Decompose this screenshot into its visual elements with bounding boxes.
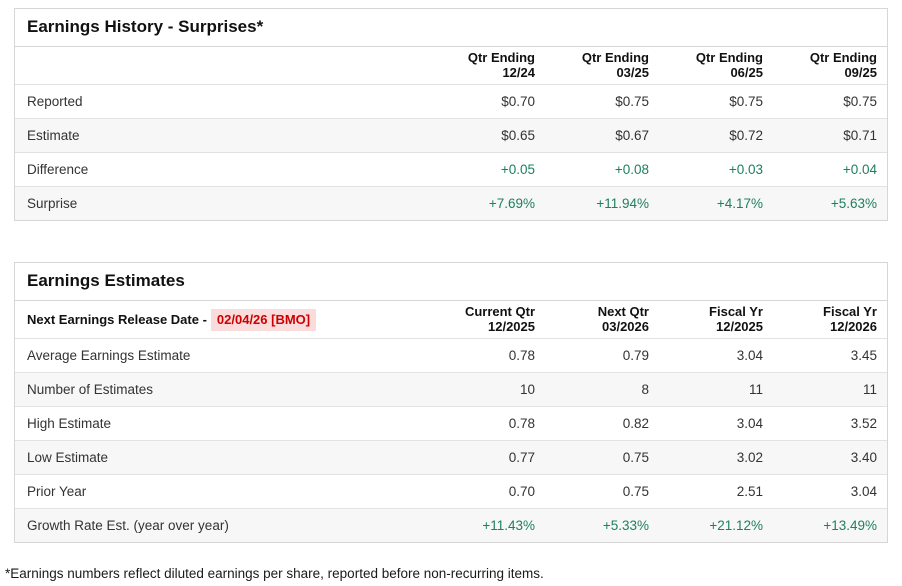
column-header: Fiscal Yr 12/2026 — [823, 304, 877, 334]
cell-value: $0.75 — [843, 94, 877, 109]
earnings-estimates-table: Next Earnings Release Date -02/04/26 [BM… — [15, 301, 887, 542]
cell-value: 0.79 — [622, 348, 649, 363]
cell-value: +5.33% — [602, 518, 649, 533]
column-header: Qtr Ending 12/24 — [467, 50, 535, 80]
cell-value: 3.40 — [850, 450, 877, 465]
cell-value: 3.45 — [850, 348, 877, 363]
column-header: Fiscal Yr 12/2025 — [709, 304, 763, 334]
cell-value: 0.75 — [622, 484, 649, 499]
cell-value: $0.72 — [729, 128, 763, 143]
table-row: Number of Estimates 10 8 11 11 — [15, 372, 887, 407]
cell-value: 0.70 — [508, 484, 535, 499]
cell-value: 11 — [748, 382, 763, 397]
row-label: Reported — [27, 94, 83, 109]
cell-value: $0.65 — [501, 128, 535, 143]
table-row: High Estimate 0.78 0.82 3.04 3.52 — [15, 406, 887, 441]
cell-value: $0.71 — [843, 128, 877, 143]
cell-value: +5.63% — [830, 196, 877, 211]
row-label: Low Estimate — [27, 450, 109, 465]
cell-value: +0.05 — [500, 162, 535, 177]
cell-value: 0.77 — [508, 450, 535, 465]
cell-value: 11 — [862, 382, 877, 397]
cell-value: +13.49% — [823, 518, 877, 533]
column-header-row: Qtr Ending 12/24 Qtr Ending 03/25 Qtr Ending… — [15, 47, 887, 85]
row-label: Difference — [27, 162, 89, 177]
table-row: Average Earnings Estimate 0.78 0.79 3.04 3.4… — [15, 339, 887, 373]
row-label: Growth Rate Est. (year over year) — [27, 518, 229, 533]
column-header: Qtr Ending 06/25 — [695, 50, 763, 80]
release-date-value: 02/04/26 [BMO] — [210, 308, 317, 331]
cell-value: $0.67 — [615, 128, 649, 143]
table-row: Low Estimate 0.77 0.75 3.02 3.40 — [15, 440, 887, 475]
cell-value: +0.08 — [614, 162, 649, 177]
row-label: Surprise — [27, 196, 78, 211]
cell-value: 10 — [519, 382, 535, 397]
table-row: Difference +0.05 +0.08 +0.03 +0.04 — [15, 152, 887, 187]
row-label: Prior Year — [27, 484, 87, 499]
table-row: Growth Rate Est. (year over year) +11.43%… — [15, 508, 887, 542]
cell-value: +11.94% — [596, 196, 649, 211]
cell-value: 3.04 — [736, 348, 763, 363]
cell-value: 3.02 — [736, 450, 763, 465]
cell-value: +21.12% — [709, 518, 763, 533]
earnings-estimates-title: Earnings Estimates — [15, 263, 887, 301]
row-label: Number of Estimates — [27, 382, 154, 397]
cell-value: 3.04 — [736, 416, 763, 431]
cell-value: 0.78 — [508, 416, 535, 431]
cell-value: +0.04 — [842, 162, 877, 177]
row-label: High Estimate — [27, 416, 112, 431]
cell-value: +0.03 — [728, 162, 763, 177]
table-row: Reported $0.70 $0.75 $0.75 $0.75 — [15, 85, 887, 119]
cell-value: $0.75 — [729, 94, 763, 109]
cell-value: +11.43% — [482, 518, 535, 533]
empty-header-cell — [15, 47, 431, 85]
cell-value: $0.75 — [615, 94, 649, 109]
cell-value: 0.75 — [622, 450, 649, 465]
column-header: Qtr Ending 03/25 — [581, 50, 649, 80]
row-label: Average Earnings Estimate — [27, 348, 191, 363]
column-header: Next Qtr 03/2026 — [597, 304, 649, 334]
earnings-history-card: Earnings History - Surprises* Qtr Ending… — [14, 8, 888, 221]
cell-value: 3.52 — [850, 416, 877, 431]
earnings-footnote: *Earnings numbers reflect diluted earnin… — [5, 566, 544, 581]
cell-value: 3.04 — [850, 484, 877, 499]
earnings-history-title: Earnings History - Surprises* — [15, 9, 887, 47]
next-earnings-release-cell: Next Earnings Release Date -02/04/26 [BM… — [15, 301, 431, 339]
column-header-row: Next Earnings Release Date -02/04/26 [BM… — [15, 301, 887, 339]
cell-value: +4.17% — [716, 196, 763, 211]
earnings-history-table: Qtr Ending 12/24 Qtr Ending 03/25 Qtr Ending… — [15, 47, 887, 220]
column-header: Qtr Ending 09/25 — [809, 50, 877, 80]
earnings-estimates-card: Earnings Estimates Next Earnings Release… — [14, 262, 888, 543]
table-row: Estimate $0.65 $0.67 $0.72 $0.71 — [15, 118, 887, 153]
cell-value: +7.69% — [488, 196, 535, 211]
row-label: Estimate — [27, 128, 80, 143]
table-row: Surprise +7.69% +11.94% +4.17% +5.63% — [15, 186, 887, 220]
cell-value: 0.82 — [622, 416, 649, 431]
cell-value: 2.51 — [736, 484, 763, 499]
column-header: Current Qtr 12/2025 — [464, 304, 535, 334]
cell-value: $0.70 — [501, 94, 535, 109]
earnings-page: Earnings History - Surprises* Qtr Ending… — [5, 8, 888, 581]
table-row: Prior Year 0.70 0.75 2.51 3.04 — [15, 474, 887, 509]
cell-value: 8 — [641, 382, 649, 397]
release-date-label: Next Earnings Release Date - — [27, 311, 207, 327]
cell-value: 0.78 — [508, 348, 535, 363]
